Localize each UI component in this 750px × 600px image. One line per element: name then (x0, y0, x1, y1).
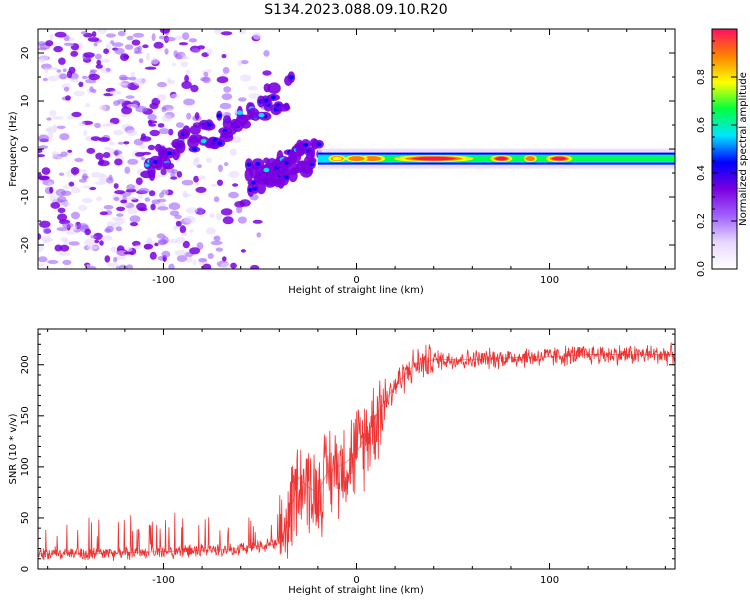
colorbar-frame (711, 28, 738, 270)
snr-x-tick-label: -100 (152, 575, 175, 586)
snr-y-tick-label: 200 (20, 355, 31, 374)
colorbar-tick-label: 0.4 (696, 165, 707, 181)
colorbar: 0.0 0.2 0.4 0.6 0.8 Normalized spectral ampl… (696, 28, 749, 277)
snr-x-tick-label: 0 (353, 575, 359, 586)
spectrogram-feature-lower_branch (244, 138, 324, 197)
spectrogram-plot-area (38, 29, 675, 269)
snr-y-tick-label: 150 (20, 406, 31, 425)
colorbar-tick-label: 0.0 (696, 261, 707, 277)
spectrogram-x-tick-label: -100 (152, 275, 175, 286)
colorbar-tick-label: 0.6 (696, 117, 707, 133)
snr-y-tick-label: 50 (20, 512, 31, 525)
spectrogram-y-tick-label: 20 (20, 47, 31, 60)
snr-series-line (38, 342, 675, 561)
spectrogram-feature-stable_band (317, 148, 675, 169)
snr-x-tick-label: 100 (540, 575, 559, 586)
snr-y-label: SNR (10 * v/v) (8, 413, 19, 484)
spectrogram-x-tick-label: 0 (353, 275, 359, 286)
colorbar-axes: 0.0 0.2 0.4 0.6 0.8 (696, 28, 738, 277)
spectrogram-y-tick-label: -20 (20, 237, 31, 253)
colorbar-label: Normalized spectral amplitude (738, 72, 749, 226)
snr-y-tick-label: 100 (20, 457, 31, 476)
spectrogram-feature-noise (38, 29, 272, 269)
snr-y-tick-label: 0 (20, 566, 31, 572)
spectrogram-x-label: Height of straight line (km) (288, 285, 424, 296)
spectrogram-y-label: Frequency (Hz) (8, 111, 19, 187)
snr-plot-area (38, 342, 675, 561)
figure-title: S134.2023.088.09.10.R20 (264, 2, 447, 18)
spectrogram-y-tick-label: -10 (20, 189, 31, 205)
spectrogram-y-tick-label: 10 (20, 95, 31, 108)
spectrogram-feature-rising_trace (140, 71, 296, 181)
snr-panel: -100 0 100 0 50 100 150 200 Height of straight … (8, 328, 676, 596)
colorbar-tick-label: 0.2 (696, 213, 707, 229)
snr-x-label: Height of straight line (km) (288, 585, 424, 596)
snr-axes: -100 0 100 0 50 100 150 200 (20, 329, 675, 586)
spectrogram-y-tick-label: 0 (20, 146, 31, 152)
colorbar-gradient (712, 29, 737, 269)
colorbar-tick-label: 0.8 (696, 69, 707, 85)
spectrogram-x-tick-label: 100 (540, 275, 559, 286)
